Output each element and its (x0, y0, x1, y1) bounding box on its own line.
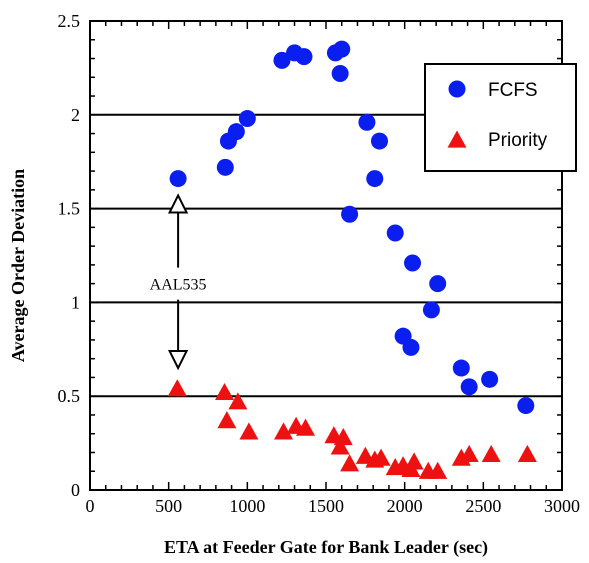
y-tick-label: 0 (71, 480, 80, 500)
arrow-up-head (167, 193, 189, 214)
annotation-label: AAL535 (150, 277, 207, 294)
priority-point (404, 452, 424, 470)
priority-point (459, 444, 479, 462)
legend-box (424, 63, 577, 172)
priority-point (167, 379, 187, 397)
x-tick-label: 1000 (229, 496, 265, 516)
priority-point (228, 392, 248, 410)
legend-label-priority: Priority (488, 130, 548, 151)
x-axis-title: ETA at Feeder Gate for Bank Leader (sec) (164, 537, 488, 558)
x-tick-label: 2500 (465, 496, 501, 516)
fcfs-point (460, 378, 478, 396)
fcfs-point (238, 110, 256, 128)
fcfs-point (481, 370, 499, 388)
priority-point (340, 454, 360, 472)
legend-label-fcfs: FCFS (488, 80, 538, 101)
arrow-down-head (167, 350, 189, 371)
priority-point (517, 444, 537, 462)
legend-marker-fcfs (448, 80, 466, 98)
priority-point (239, 422, 259, 440)
priority-point (274, 422, 294, 440)
fcfs-point (404, 254, 422, 272)
legend-marker-priority (447, 130, 467, 148)
priority-point (428, 461, 448, 479)
x-tick-label: 500 (155, 496, 182, 516)
x-tick-label: 0 (86, 496, 95, 516)
x-tick-label: 2000 (387, 496, 423, 516)
y-tick-labels: 0 0.5 1 1.5 2 2.5 (58, 11, 81, 500)
legend: FCFS Priority (424, 63, 577, 172)
fcfs-point (169, 170, 187, 188)
priority-point (215, 382, 235, 401)
fcfs-point (386, 224, 404, 242)
data-marks (167, 40, 537, 479)
fcfs-point (452, 359, 470, 377)
fcfs-point (402, 338, 420, 356)
aal535-annotation: AAL535 (150, 193, 207, 371)
fcfs-point (422, 301, 440, 319)
fcfs-point (517, 397, 535, 415)
y-tick-label: 2.5 (58, 11, 81, 31)
fcfs-point (216, 158, 234, 176)
fcfs-point (366, 170, 384, 188)
fcfs-point (370, 132, 388, 150)
priority-point (296, 418, 316, 436)
fcfs-point (429, 275, 447, 293)
fcfs-point (295, 48, 313, 66)
fcfs-point (341, 205, 359, 223)
x-tick-labels: 0 500 1000 1500 2000 2500 3000 (86, 496, 581, 516)
x-tick-label: 1500 (308, 496, 344, 516)
fcfs-point (333, 40, 351, 58)
fcfs-point (358, 113, 376, 131)
priority-point (217, 411, 237, 429)
y-tick-label: 1 (71, 292, 80, 312)
y-tick-label: 0.5 (58, 386, 81, 406)
y-axis-title: Average Order Deviation (8, 169, 28, 362)
y-tick-label: 2 (71, 105, 80, 125)
x-tick-label: 3000 (544, 496, 580, 516)
fcfs-point (227, 123, 245, 141)
priority-point (481, 444, 501, 462)
y-tick-label: 1.5 (58, 199, 81, 219)
fcfs-point (273, 51, 291, 69)
priority-point (371, 448, 391, 466)
fcfs-point (331, 65, 349, 83)
priority-point (330, 437, 350, 455)
